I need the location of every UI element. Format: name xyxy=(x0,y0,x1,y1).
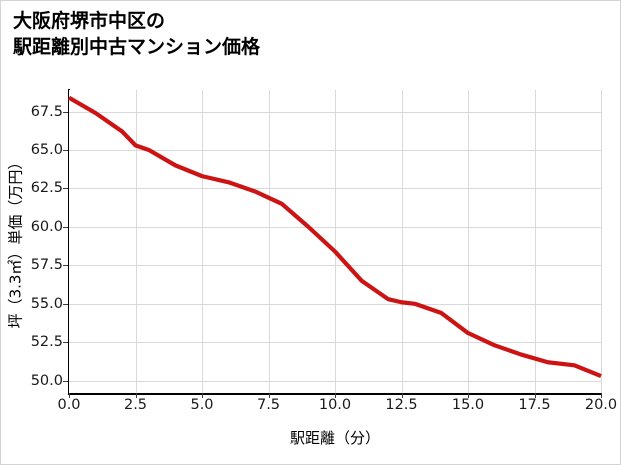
y-tick-mark xyxy=(63,226,69,228)
gridline-vertical xyxy=(268,90,270,393)
x-tick-label: 15.0 xyxy=(451,397,485,413)
y-tick-mark xyxy=(63,303,69,305)
x-tick-mark xyxy=(135,393,137,398)
y-tick-mark xyxy=(63,380,69,382)
x-tick-mark xyxy=(69,393,70,398)
x-tick-label: 5.0 xyxy=(190,397,214,413)
x-tick-label: 7.5 xyxy=(256,397,281,413)
chart-title: 大阪府堺市中区の 駅距離別中古マンション価格 xyxy=(13,10,261,58)
y-tick-mark xyxy=(63,342,69,344)
x-tick-mark xyxy=(335,393,336,398)
x-tick-label-group: 0.0 2.5 5.0 7.5 10.0 12.5 15.0 17.5 20.0 xyxy=(57,393,617,419)
x-tick-mark xyxy=(401,393,403,398)
x-tick-label: 12.5 xyxy=(385,397,418,413)
gridline-vertical xyxy=(534,90,536,393)
y-tick-mark xyxy=(63,111,69,113)
series-layer xyxy=(67,95,602,379)
price-line-series xyxy=(67,95,602,379)
gridline-vertical xyxy=(601,90,602,393)
gridline-vertical xyxy=(202,90,203,393)
x-tick-label: 0.0 xyxy=(57,397,81,413)
x-tick-label: 17.5 xyxy=(518,397,551,413)
y-tick-label: 50.0 xyxy=(30,372,63,389)
x-tick-mark xyxy=(534,393,536,398)
y-tick-label: 55.0 xyxy=(30,295,63,312)
x-tick-label: 20.0 xyxy=(584,397,618,413)
x-tick-mark xyxy=(601,393,602,398)
x-axis-title: 駅距離（分） xyxy=(289,429,380,447)
x-tick-mark xyxy=(202,393,203,398)
x-tick-label: 2.5 xyxy=(123,397,148,413)
x-tick-mark xyxy=(468,393,469,398)
gridline-vertical xyxy=(335,90,336,393)
y-tick-mark xyxy=(63,188,69,190)
y-tick-label: 57.5 xyxy=(30,257,63,274)
x-tick-mark xyxy=(268,393,270,398)
y-tick-label: 62.5 xyxy=(30,180,63,197)
y-tick-label: 52.5 xyxy=(30,334,63,351)
gridline-vertical xyxy=(401,90,403,393)
y-tick-mark xyxy=(63,149,69,151)
x-tick-label: 10.0 xyxy=(318,397,352,413)
y-tick-label-group: 50.0 52.5 55.0 57.5 60.0 62.5 65.0 67.5 xyxy=(1,90,69,393)
y-tick-label: 60.0 xyxy=(30,218,63,235)
gridline-vertical xyxy=(135,90,137,393)
y-tick-label: 65.0 xyxy=(30,141,63,158)
y-tick-mark xyxy=(63,265,69,267)
gridline-vertical xyxy=(468,90,469,393)
y-tick-label: 67.5 xyxy=(30,103,63,120)
plot-area xyxy=(67,90,602,393)
